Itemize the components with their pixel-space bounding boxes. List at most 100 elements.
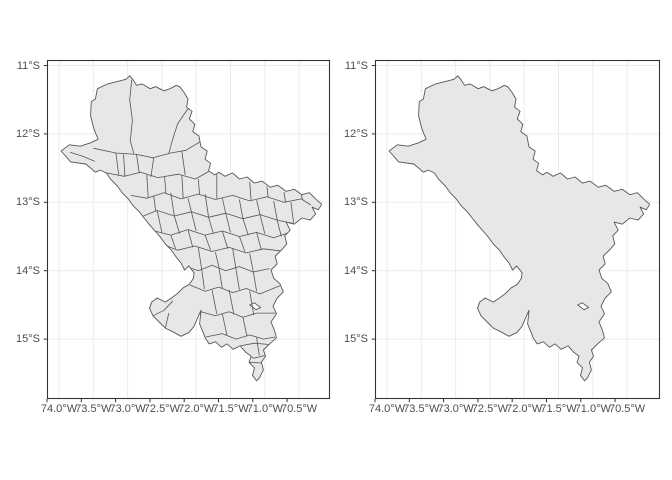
x-axis-label: 72.5°W (471, 403, 508, 415)
district-boundary-line (130, 192, 312, 206)
district-boundary-line (249, 181, 252, 201)
district-boundary-line (189, 284, 281, 295)
panel-border (374, 59, 661, 400)
district-boundary-line (143, 210, 294, 224)
district-boundary-line (187, 264, 270, 273)
district-boundary-line (204, 234, 211, 251)
district-boundary-line (168, 108, 189, 154)
y-axis-label: 14°S (16, 264, 40, 277)
district-boundary-line (242, 317, 248, 337)
district-boundary-line (170, 234, 176, 249)
district-boundaries (69, 79, 312, 364)
district-boundary-line (123, 154, 126, 177)
district-boundary-line (252, 270, 257, 292)
district-boundary-line (218, 266, 223, 289)
district-boundary-line (211, 289, 218, 314)
district-boundary-line (221, 198, 227, 214)
x-axis-label: 73.5°W (403, 403, 440, 415)
district-boundary-line (242, 218, 249, 236)
x-axis-label: 70.5°W (280, 403, 318, 415)
district-boundary-line (197, 247, 203, 270)
y-axis-label: 15°S (16, 333, 40, 346)
district-boundary-line (93, 141, 200, 159)
district-boundary-line (181, 174, 184, 199)
district-boundary-line (164, 313, 170, 329)
x-axis-label: 71.5°W (540, 403, 577, 415)
district-map-panel: 74.0°W 73.5°W 73.0°W 72.5°W 72.0°W 71.5°W 71.0… (16, 59, 331, 415)
district-boundary-line (276, 220, 282, 237)
district-boundary-line (239, 236, 246, 252)
district-boundary-line (256, 200, 261, 215)
district-boundary-line (187, 229, 194, 248)
district-boundary-line (156, 210, 163, 233)
x-axis-label: 70.5°W (608, 403, 646, 415)
district-boundary-line (205, 333, 276, 340)
district-boundary-line (200, 311, 276, 318)
outline-map-panel: 74.0°W 73.5°W 73.0°W 72.5°W 72.0°W 71.5°W 71.0… (344, 59, 661, 415)
map-canvas (43, 59, 331, 403)
y-axis-label: 14°S (344, 264, 368, 277)
district-boundary-line (256, 232, 262, 251)
district-boundary-line (150, 157, 155, 178)
x-axis-label: 74.0°W (368, 403, 406, 415)
district-boundary-line (164, 176, 167, 194)
x-axis-label: 71.5°W (212, 403, 249, 415)
y-axis-label: 11°S (16, 59, 40, 72)
district-boundary-line (248, 361, 263, 364)
district-boundary-line (154, 229, 290, 239)
map-canvas (371, 59, 661, 403)
x-axis-label: 72.5°W (143, 403, 180, 415)
district-boundary-line (240, 342, 269, 347)
district-boundary-line (115, 152, 120, 175)
district-boundary-line (129, 79, 135, 154)
region-boundary (60, 75, 323, 382)
district-boundary-line (273, 200, 278, 221)
district-boundary-line (69, 151, 95, 162)
district-boundary-line (256, 337, 260, 356)
district-boundary-line (163, 244, 280, 254)
district-boundary-line (300, 193, 303, 201)
district-boundary-line (146, 174, 149, 198)
district-boundary-line (221, 230, 229, 249)
district-boundary-line (244, 352, 265, 359)
district-boundary-line (170, 192, 175, 217)
district-boundary-line (235, 269, 240, 290)
district-boundary-line (197, 178, 200, 195)
y-axis-label: 13°S (16, 196, 40, 209)
district-boundary-line (221, 313, 228, 336)
district-boundary-line (266, 186, 269, 198)
x-axis-label: 73.5°W (75, 403, 112, 415)
district-boundary-line (232, 248, 237, 270)
x-axis-label: 73.0°W (109, 403, 146, 415)
y-axis-label: 12°S (16, 127, 40, 140)
x-axis-label: 71.0°W (574, 403, 611, 415)
district-boundary-line (225, 213, 231, 233)
x-axis-label: 74.0°W (40, 403, 78, 415)
x-axis-label: 72.0°W (178, 403, 215, 415)
y-axis-label: 11°S (344, 59, 368, 72)
district-boundary-line (152, 300, 174, 317)
district-boundary-line (173, 215, 181, 234)
panel-border (46, 59, 331, 400)
y-axis-label: 12°S (344, 127, 368, 140)
district-boundary-line (201, 269, 205, 290)
district-boundary-line (187, 198, 192, 212)
district-boundary-line (290, 202, 294, 223)
y-axis-label: 13°S (344, 196, 368, 209)
district-boundary-line (153, 195, 157, 212)
district-boundary-line (249, 291, 255, 316)
district-boundary-line (136, 154, 140, 173)
district-boundary-line (249, 253, 254, 271)
district-boundary-line (208, 217, 214, 234)
district-boundary-line (215, 252, 220, 267)
district-boundary-line (181, 150, 186, 175)
x-axis-label: 72.0°W (506, 403, 543, 415)
district-boundary-line (106, 171, 209, 180)
x-axis-label: 71.0°W (246, 403, 283, 415)
district-boundary-line (191, 211, 197, 232)
district-boundary-line (239, 199, 244, 219)
district-boundary-line (283, 191, 286, 202)
